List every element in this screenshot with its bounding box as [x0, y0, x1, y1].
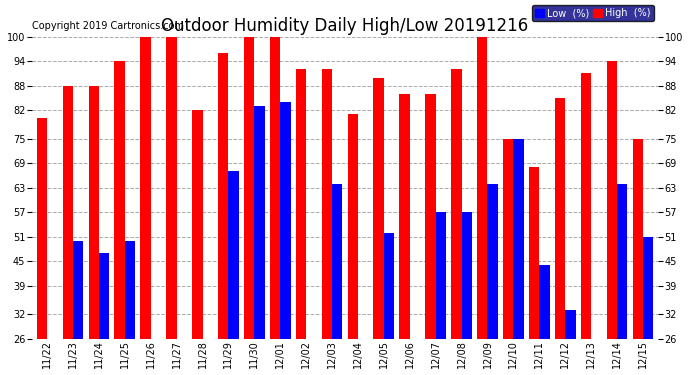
- Bar: [348, 114, 358, 339]
- Bar: [280, 102, 290, 339]
- Text: Copyright 2019 Cartronics.com: Copyright 2019 Cartronics.com: [32, 21, 184, 31]
- Bar: [435, 212, 446, 339]
- Bar: [296, 69, 306, 339]
- Bar: [37, 118, 47, 339]
- Bar: [565, 310, 575, 339]
- Bar: [140, 37, 150, 339]
- Bar: [477, 37, 487, 339]
- Bar: [166, 37, 177, 339]
- Bar: [581, 74, 591, 339]
- Bar: [99, 253, 109, 339]
- Title: Outdoor Humidity Daily High/Low 20191216: Outdoor Humidity Daily High/Low 20191216: [161, 17, 529, 35]
- Bar: [218, 53, 228, 339]
- Bar: [425, 94, 435, 339]
- Bar: [529, 167, 540, 339]
- Bar: [228, 171, 239, 339]
- Bar: [63, 86, 73, 339]
- Bar: [617, 184, 627, 339]
- Bar: [607, 61, 617, 339]
- Bar: [400, 94, 410, 339]
- Bar: [332, 184, 342, 339]
- Bar: [633, 139, 643, 339]
- Bar: [555, 98, 565, 339]
- Bar: [255, 106, 265, 339]
- Legend: Low  (%), High  (%): Low (%), High (%): [532, 5, 653, 21]
- Bar: [270, 37, 280, 339]
- Bar: [384, 232, 394, 339]
- Bar: [373, 78, 384, 339]
- Bar: [73, 241, 83, 339]
- Bar: [487, 184, 497, 339]
- Bar: [540, 265, 550, 339]
- Bar: [462, 212, 472, 339]
- Bar: [322, 69, 332, 339]
- Bar: [193, 110, 203, 339]
- Bar: [125, 241, 135, 339]
- Bar: [513, 139, 524, 339]
- Bar: [115, 61, 125, 339]
- Bar: [503, 139, 513, 339]
- Bar: [451, 69, 462, 339]
- Bar: [88, 86, 99, 339]
- Bar: [643, 237, 653, 339]
- Bar: [244, 37, 255, 339]
